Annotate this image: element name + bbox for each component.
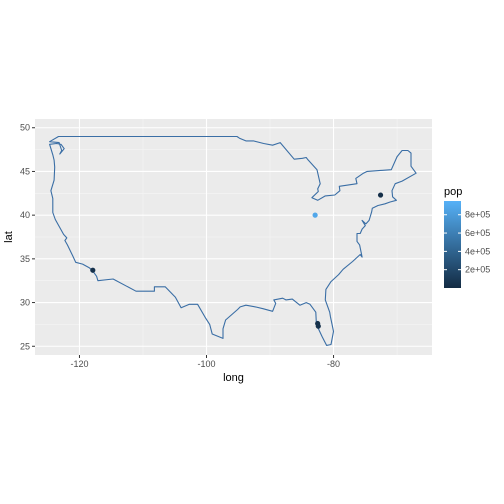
x-tick-label: -80 xyxy=(327,359,340,369)
city-point xyxy=(315,323,321,329)
legend-tick-label: 8e+05 xyxy=(465,210,490,220)
y-tick-label: 45 xyxy=(20,166,30,176)
y-tick-label: 25 xyxy=(20,341,30,351)
city-point xyxy=(90,267,96,273)
x-tick-label: -100 xyxy=(197,359,215,369)
x-axis-title: long xyxy=(223,372,244,384)
grid-major xyxy=(35,119,432,355)
y-tick-label: 40 xyxy=(20,210,30,220)
x-tick-label: -120 xyxy=(70,359,88,369)
city-point xyxy=(377,192,384,198)
y-axis-ticks: 25 30 35 40 45 50 xyxy=(20,123,35,351)
y-tick-label: 30 xyxy=(20,298,30,308)
legend-tick-label: 2e+05 xyxy=(465,265,490,275)
legend-colorbar xyxy=(444,201,461,288)
legend-tick-label: 6e+05 xyxy=(465,228,490,238)
y-tick-label: 35 xyxy=(20,254,30,264)
legend-ticks: 2e+05 4e+05 6e+05 8e+05 xyxy=(444,210,490,275)
city-points xyxy=(90,192,384,329)
legend-tick-label: 4e+05 xyxy=(465,246,490,256)
y-axis-title: lat xyxy=(3,231,15,243)
y-tick-label: 50 xyxy=(20,123,30,133)
legend: pop 2e+05 4e+05 6e+05 8e+05 xyxy=(444,186,490,288)
us-outline xyxy=(49,135,417,346)
city-point xyxy=(312,212,318,218)
x-axis-ticks: -120 -100 -80 xyxy=(70,355,340,369)
legend-title: pop xyxy=(444,186,462,198)
grid-minor xyxy=(35,119,432,355)
